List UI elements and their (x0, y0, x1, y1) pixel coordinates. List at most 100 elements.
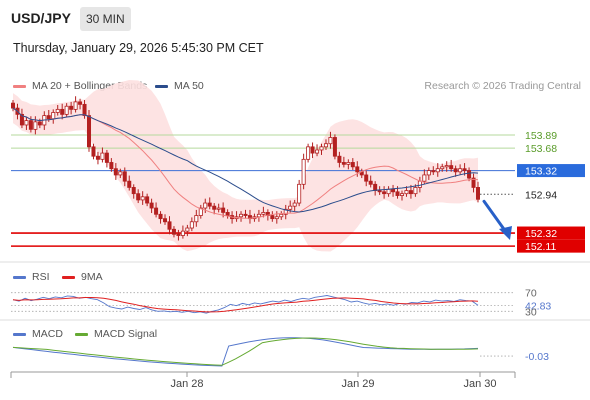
rsi-swatch (13, 275, 26, 279)
candle-body (216, 207, 221, 210)
candle-body (78, 101, 83, 105)
candle-body (87, 115, 92, 148)
candle-body (386, 188, 391, 195)
candle-body (10, 102, 15, 109)
candle-body (408, 190, 413, 195)
candle-body (46, 115, 51, 120)
candle-body (341, 162, 346, 165)
interval-badge[interactable]: 30 MIN (80, 7, 131, 31)
candle-body (270, 215, 275, 220)
candle-body (368, 180, 373, 185)
rsi-label: RSI (32, 271, 50, 283)
candle-body (225, 212, 230, 216)
candle-body (297, 183, 302, 204)
candle-body (127, 180, 132, 188)
candle-body (310, 146, 315, 154)
level-label-153.68: 153.68 (525, 143, 557, 155)
candle-body (212, 205, 217, 210)
candle-body (37, 121, 42, 126)
candle-body (319, 146, 324, 151)
ma50-line (12, 107, 479, 213)
ma20-swatch (13, 84, 26, 88)
candle-body (239, 213, 244, 218)
candle-body (194, 215, 199, 223)
candle-body (113, 168, 118, 176)
candle-body (91, 146, 96, 157)
candle-body (449, 165, 454, 170)
rsi-ma-label: 9MA (81, 271, 103, 283)
forecast-arrow (482, 199, 508, 234)
candle-body (145, 196, 150, 204)
candle-body (440, 166, 445, 170)
candle-body (395, 191, 400, 196)
candle-body (221, 207, 226, 213)
candle-body (55, 108, 60, 113)
rsi-level-label-42.83: 42.83 (525, 300, 551, 312)
candle-body (256, 213, 261, 218)
candle-body (100, 152, 105, 160)
candle-body (422, 174, 427, 182)
datetime-label: Thursday, January 29, 2026 5:45:30 PM CE… (13, 41, 264, 55)
x-tick-label-Jan-29: Jan 29 (341, 378, 374, 390)
x-tick-label-Jan-30: Jan 30 (463, 378, 496, 390)
candle-body (24, 120, 29, 126)
level-tag-152.32 (517, 226, 585, 240)
bollinger-band (13, 80, 478, 252)
candle-body (355, 166, 360, 173)
candle-body (382, 191, 387, 195)
candle-body (413, 187, 418, 195)
level-label-153.32: 153.32 (525, 166, 557, 178)
candle-body (279, 213, 284, 218)
macd-signal-line (12, 337, 479, 366)
candle-body (131, 187, 136, 195)
x-tick-label-Jan-28: Jan 28 (170, 378, 203, 390)
legend-macd: MACD (13, 328, 63, 340)
rsi-level-label-30: 30 (525, 306, 537, 318)
legend-macd-signal: MACD Signal (75, 328, 157, 340)
candle-body (404, 190, 409, 195)
forecast-arrow-head (499, 226, 512, 241)
candle-body (167, 221, 172, 230)
candle-body (73, 101, 78, 110)
candle-body (149, 202, 154, 209)
candle-body (82, 103, 87, 117)
macd-signal-swatch (75, 332, 88, 336)
candle-body (337, 155, 342, 163)
candle-body (467, 170, 472, 179)
candle-body (198, 207, 203, 216)
candle-body (288, 205, 293, 210)
candle-body (203, 202, 208, 209)
symbol-title: USD/JPY (11, 10, 71, 26)
candle-body (431, 170, 436, 173)
candle-body (28, 120, 33, 130)
candle-body (328, 137, 333, 145)
candle-body (154, 207, 159, 215)
candle-body (158, 213, 163, 220)
candle-body (458, 168, 463, 173)
chart-header: USD/JPY 30 MIN Thursday, January 29, 202… (0, 0, 590, 70)
candle-body (301, 158, 306, 185)
candle-body (163, 218, 168, 223)
macd-level-label: -0.03 (525, 351, 549, 363)
candle-body (51, 112, 56, 120)
candle-body (274, 216, 279, 220)
candle-body (171, 228, 176, 235)
level-label-152.32: 152.32 (525, 228, 557, 240)
candle-body (292, 202, 297, 207)
candle-body (373, 183, 378, 191)
candle-body (95, 155, 100, 160)
candle-body (140, 196, 145, 201)
candle-body (60, 108, 65, 115)
candle-body (399, 193, 404, 196)
level-label-152.11: 152.11 (525, 241, 556, 253)
candle-body (243, 213, 248, 216)
candle-body (136, 193, 141, 201)
candle-body (176, 233, 181, 236)
candle-body (417, 180, 422, 188)
candle-body (104, 152, 109, 163)
candle-body (19, 113, 24, 126)
candle-body (306, 146, 311, 160)
candle-body (444, 165, 449, 168)
candle-body (391, 188, 396, 193)
